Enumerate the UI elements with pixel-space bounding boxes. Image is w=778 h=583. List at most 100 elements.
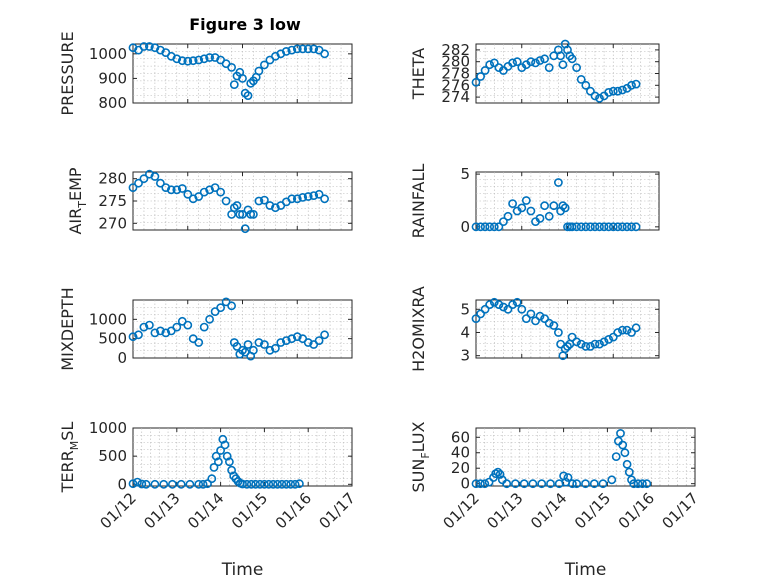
- y-axis-label-main: PRESSURE: [58, 31, 77, 115]
- data-point: [544, 211, 554, 221]
- data-point: [622, 459, 632, 469]
- data-point: [144, 320, 154, 330]
- data-point: [608, 332, 618, 342]
- data-point: [489, 58, 499, 68]
- data-point: [254, 338, 264, 347]
- y-axis-label-subscript: M: [68, 441, 81, 451]
- data-point: [581, 222, 591, 232]
- data-point: [198, 479, 208, 489]
- data-point: [161, 328, 171, 338]
- data-point: [537, 479, 547, 489]
- data-point: [604, 334, 614, 344]
- data-point: [287, 334, 297, 344]
- data-point: [485, 222, 495, 232]
- data-point: [314, 189, 324, 199]
- data-point: [618, 440, 628, 450]
- data-point: [265, 345, 275, 355]
- data-point: [512, 297, 522, 307]
- data-point: [259, 340, 269, 349]
- data-point: [172, 185, 182, 195]
- y-tick-label: 1000: [89, 310, 127, 328]
- data-point: [303, 192, 313, 201]
- data-point: [238, 209, 247, 219]
- data-point: [264, 479, 274, 489]
- data-point: [528, 479, 538, 489]
- data-point: [494, 300, 504, 309]
- data-point: [294, 479, 304, 489]
- data-point: [599, 222, 609, 232]
- data-point: [210, 183, 220, 192]
- data-point: [546, 479, 555, 489]
- data-point: [216, 187, 225, 197]
- y-tick-label: 276: [441, 76, 470, 94]
- figure-title: Figure 3 low: [189, 15, 301, 34]
- data-point: [248, 209, 258, 219]
- y-tick-label: 4: [460, 323, 470, 341]
- y-tick-label: 280: [441, 53, 470, 71]
- data-point: [227, 301, 236, 311]
- data-point: [618, 325, 627, 335]
- data-point: [503, 211, 513, 221]
- y-tick-label: 1000: [89, 419, 127, 437]
- data-point: [480, 66, 490, 75]
- data-point: [203, 479, 212, 489]
- data-point: [604, 88, 614, 97]
- subplot-rainfall: 0 5 RAINFALL: [409, 164, 660, 238]
- x-tick-label: 01/17: [316, 489, 359, 532]
- y-axis-label-main: THETA: [409, 48, 428, 100]
- data-point: [183, 189, 193, 199]
- data-point: [631, 323, 641, 333]
- data-point: [320, 330, 329, 340]
- data-point: [567, 54, 577, 64]
- data-point: [254, 66, 264, 76]
- x-tick-label: 01/14: [184, 489, 227, 532]
- data-point: [240, 224, 250, 234]
- data-point: [167, 479, 177, 489]
- data-point: [572, 337, 581, 347]
- data-point: [150, 479, 160, 489]
- data-point: [150, 172, 160, 181]
- data-point: [254, 196, 264, 206]
- data-point: [259, 479, 269, 489]
- data-point: [227, 63, 236, 72]
- y-tick-label: 1000: [89, 45, 127, 63]
- x-axis-label: Time: [221, 560, 264, 580]
- data-point: [563, 341, 572, 351]
- data-point: [199, 187, 209, 197]
- data-point: [232, 201, 242, 210]
- data-point: [572, 479, 582, 489]
- y-axis-label-main: MIXDEPTH: [58, 287, 77, 370]
- data-point: [613, 86, 623, 96]
- y-tick-label: 0: [117, 475, 127, 493]
- data-point: [495, 469, 505, 479]
- data-point: [607, 475, 617, 485]
- data-point: [556, 51, 565, 61]
- data-point: [586, 86, 595, 96]
- data-point: [560, 344, 570, 354]
- data-point: [540, 314, 549, 323]
- data-point: [194, 338, 204, 347]
- y-tick-label: 5: [460, 165, 470, 183]
- subplot-terr: 0 500 1000 01/12 01/13 01/14 01/15 01/16 01/17 TE…: [58, 419, 359, 580]
- data-point: [471, 77, 481, 87]
- data-point: [139, 42, 149, 51]
- data-point: [476, 72, 485, 81]
- data-point: [137, 479, 147, 489]
- y-tick-label: 3: [460, 347, 470, 365]
- data-point: [290, 479, 300, 489]
- data-point: [586, 222, 595, 232]
- data-point: [489, 297, 499, 307]
- x-axis-label: Time: [564, 560, 607, 580]
- data-point: [586, 341, 595, 351]
- x-tick-label: 01/16: [615, 489, 658, 532]
- y-tick-label: 278: [441, 65, 470, 83]
- data-point: [572, 63, 581, 72]
- data-point: [132, 477, 142, 487]
- data-point: [309, 191, 319, 200]
- data-point: [268, 479, 278, 489]
- data-point: [144, 42, 154, 51]
- data-point: [128, 183, 138, 192]
- data-point: [618, 85, 627, 95]
- data-point: [595, 222, 604, 232]
